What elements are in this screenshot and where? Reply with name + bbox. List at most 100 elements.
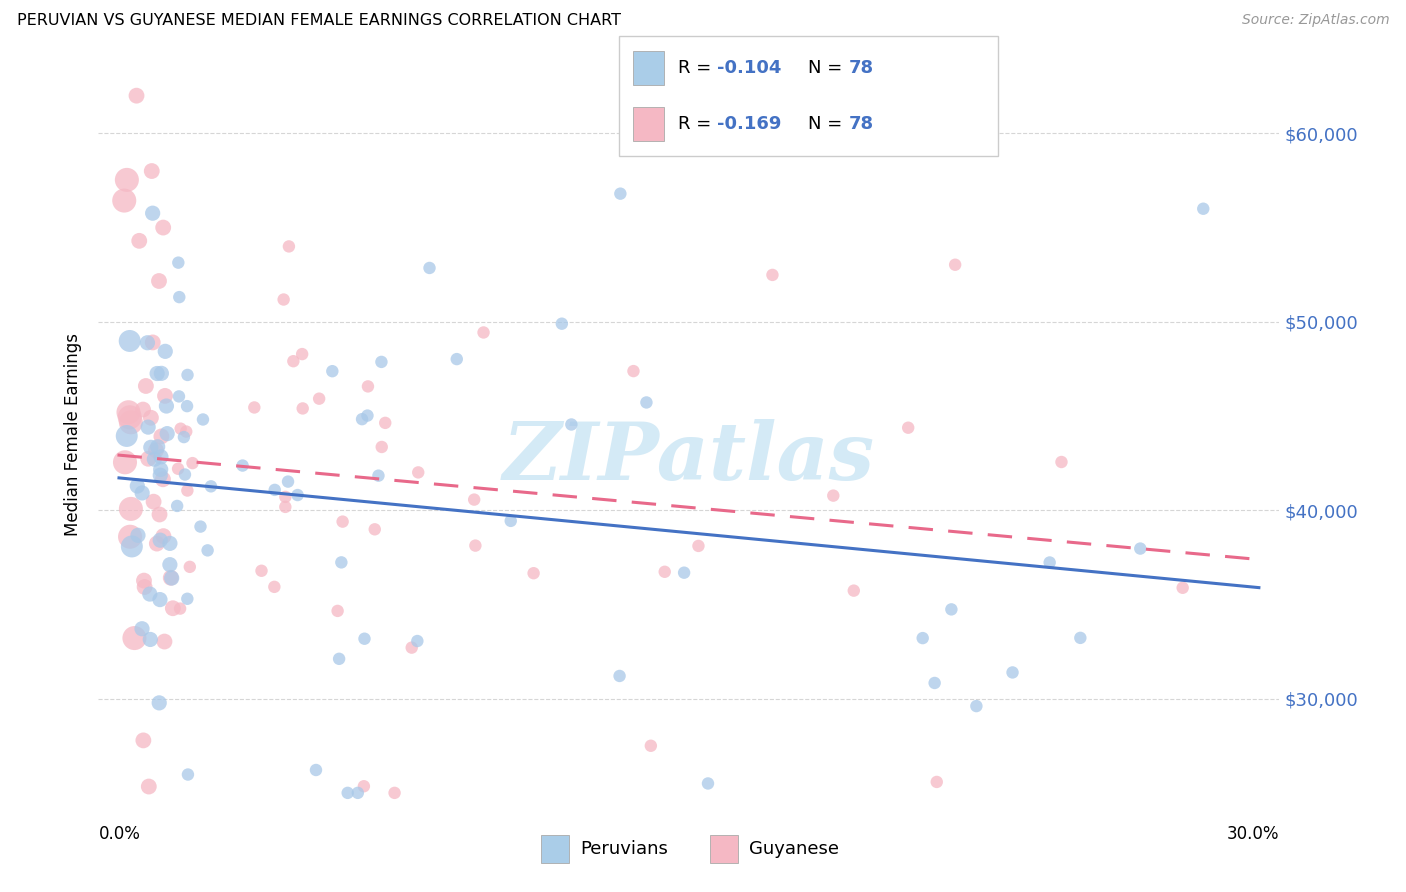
Point — [274, 490, 297, 504]
Point — [115, 429, 138, 443]
Point — [823, 489, 845, 503]
Point — [560, 417, 582, 432]
Point — [406, 466, 429, 480]
Point — [117, 405, 139, 419]
Point — [141, 164, 163, 178]
Point — [499, 514, 522, 528]
Point — [115, 173, 138, 187]
Text: ZIPatlas: ZIPatlas — [503, 418, 875, 496]
Point — [128, 234, 150, 248]
Point — [136, 420, 159, 434]
Point — [1001, 665, 1024, 680]
Point — [176, 368, 198, 382]
Point — [148, 508, 170, 522]
Point — [142, 206, 165, 220]
Point — [943, 258, 966, 272]
Point — [609, 186, 631, 201]
Point — [446, 352, 468, 367]
Text: 30.0%: 30.0% — [1227, 825, 1279, 843]
Point — [924, 676, 946, 690]
Text: Source: ZipAtlas.com: Source: ZipAtlas.com — [1241, 13, 1389, 28]
Point — [156, 426, 179, 441]
Point — [138, 780, 160, 794]
Point — [142, 494, 165, 508]
Point — [1129, 541, 1152, 556]
Point — [169, 422, 191, 436]
Point — [149, 462, 172, 476]
Point — [321, 364, 343, 378]
Point — [640, 739, 662, 753]
Text: PERUVIAN VS GUYANESE MEDIAN FEMALE EARNINGS CORRELATION CHART: PERUVIAN VS GUYANESE MEDIAN FEMALE EARNI… — [17, 13, 621, 29]
Point — [250, 564, 273, 578]
Point — [159, 558, 181, 572]
Point — [139, 410, 162, 425]
Point — [418, 260, 440, 275]
Text: 78: 78 — [849, 114, 875, 133]
Point — [150, 367, 173, 381]
Point — [406, 634, 429, 648]
Point — [120, 530, 142, 544]
Point — [336, 786, 359, 800]
Point — [160, 571, 183, 585]
Point — [148, 274, 170, 288]
Point — [174, 425, 197, 439]
Point — [352, 412, 374, 426]
Point — [146, 440, 169, 454]
Point — [357, 379, 380, 393]
Text: -0.169: -0.169 — [717, 114, 782, 133]
Point — [551, 317, 574, 331]
Point — [308, 392, 330, 406]
Point — [401, 640, 423, 655]
Point — [965, 699, 987, 714]
Point — [353, 632, 375, 646]
Point — [146, 536, 169, 550]
Point — [139, 632, 162, 647]
Point — [155, 399, 177, 413]
Point — [464, 539, 486, 553]
Point — [162, 601, 184, 615]
Point — [135, 379, 157, 393]
Point — [673, 566, 696, 580]
Point — [332, 515, 354, 529]
Point — [243, 401, 266, 415]
Point — [149, 533, 172, 548]
Point — [636, 395, 658, 409]
Point — [179, 559, 201, 574]
Point — [159, 571, 181, 585]
Point — [371, 440, 394, 454]
Point — [132, 733, 155, 747]
Text: N =: N = — [808, 59, 848, 78]
Point — [155, 344, 177, 359]
Point — [1192, 202, 1215, 216]
Point — [152, 529, 174, 543]
Point — [190, 519, 212, 533]
Point — [120, 502, 142, 516]
Point — [1171, 581, 1194, 595]
Point — [1039, 556, 1062, 570]
Point — [472, 326, 495, 340]
Point — [273, 293, 295, 307]
Point — [200, 479, 222, 493]
Point — [283, 354, 305, 368]
Text: -0.104: -0.104 — [717, 59, 782, 78]
Point — [911, 631, 934, 645]
Point — [654, 565, 676, 579]
Point — [112, 194, 135, 208]
Point — [166, 499, 188, 513]
Point — [191, 412, 214, 426]
Point — [326, 604, 349, 618]
Text: Guyanese: Guyanese — [749, 840, 839, 858]
Point — [291, 347, 314, 361]
Text: Peruvians: Peruvians — [581, 840, 669, 858]
Point — [136, 335, 159, 350]
Point — [167, 255, 190, 269]
Point — [153, 389, 176, 403]
Point — [167, 462, 190, 476]
Point — [149, 450, 172, 464]
Point — [142, 335, 165, 350]
Point — [118, 410, 141, 425]
Point — [364, 522, 387, 536]
Point — [148, 696, 170, 710]
Point — [143, 452, 166, 467]
Point — [131, 622, 153, 636]
